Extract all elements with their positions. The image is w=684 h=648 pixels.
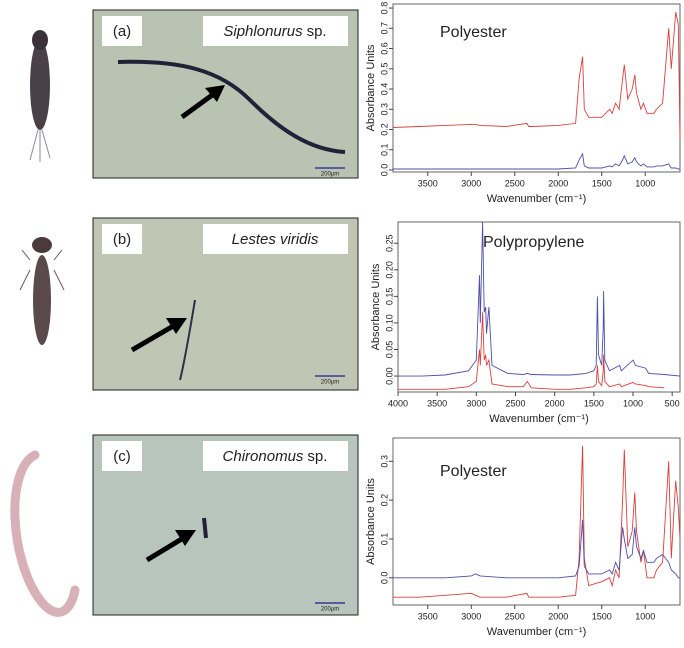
spectrum-line — [398, 312, 665, 390]
y-tick-label: 0.05 — [384, 341, 394, 359]
panel-label: (c) — [113, 448, 131, 465]
y-tick-label: 0.3 — [379, 455, 389, 468]
y-axis-label: Absorbance Units — [365, 44, 377, 131]
spectrum-line — [393, 152, 680, 170]
x-tick-label: 3500 — [418, 178, 438, 188]
scale-label: 200µm — [321, 607, 339, 613]
y-tick-label: 0.10 — [384, 314, 394, 332]
species-box — [203, 441, 348, 471]
species-label: Lestes viridis — [232, 231, 319, 248]
species-suffix: sp. — [307, 448, 327, 465]
x-tick-label: 2500 — [505, 178, 525, 188]
spectrum-line — [398, 221, 681, 377]
y-tick-label: 0.6 — [379, 42, 389, 55]
x-tick-label: 2000 — [548, 611, 568, 621]
plot-frame — [392, 3, 681, 173]
y-tick-label: 0.2 — [379, 494, 389, 507]
chart-title: Polyester — [440, 463, 507, 480]
x-tick-label: 1500 — [592, 178, 612, 188]
x-tick-label: 1500 — [584, 398, 604, 408]
y-tick-label: 0.00 — [384, 367, 394, 385]
x-tick-label: 1000 — [635, 178, 655, 188]
x-tick-label: 4000 — [388, 398, 408, 408]
y-axis-label: Absorbance Units — [365, 478, 377, 565]
y-tick-label: 0.4 — [379, 83, 389, 96]
y-tick-label: 0.7 — [379, 22, 389, 35]
x-axis-label: Wavenumber (cm⁻¹) — [487, 193, 587, 205]
x-tick-label: 2500 — [505, 398, 525, 408]
chart-title: Polyester — [440, 24, 507, 41]
y-tick-label: 0.15 — [384, 288, 394, 306]
species-box — [203, 224, 348, 254]
x-tick-label: 1500 — [592, 611, 612, 621]
species-name: Lestes viridis — [232, 231, 319, 248]
y-tick-label: 0.5 — [379, 63, 389, 76]
species-name: Siphlonurus — [223, 23, 303, 40]
plot-frame — [397, 221, 681, 393]
y-tick-label: 0.0 — [379, 572, 389, 585]
x-tick-label: 2000 — [545, 398, 565, 408]
insect-c — [10, 450, 80, 617]
species-box — [203, 16, 348, 46]
x-tick-label: 2000 — [548, 178, 568, 188]
scale-label: 200µm — [321, 172, 339, 178]
plot-frame — [392, 437, 681, 606]
y-tick-label: 0.1 — [379, 143, 389, 156]
y-tick-label: 0.20 — [384, 261, 394, 279]
species-suffix: sp. — [307, 23, 327, 40]
x-axis-label: Wavenumber (cm⁻¹) — [489, 413, 589, 425]
panel-label: (b) — [113, 231, 131, 248]
x-tick-label: 3000 — [461, 611, 481, 621]
panel-label: (a) — [113, 23, 131, 40]
x-tick-label: 500 — [665, 398, 680, 408]
x-tick-label: 3500 — [427, 398, 447, 408]
x-tick-label: 2500 — [505, 611, 525, 621]
scale-label: 200µm — [321, 380, 339, 386]
x-tick-label: 3500 — [418, 611, 438, 621]
x-tick-label: 1000 — [623, 398, 643, 408]
y-tick-label: 0.0 — [379, 164, 389, 177]
y-tick-label: 0.25 — [384, 234, 394, 252]
y-tick-label: 0.1 — [379, 533, 389, 546]
species-label: Chironomus sp. — [223, 448, 328, 465]
label-box — [102, 441, 142, 471]
x-tick-label: 1000 — [635, 611, 655, 621]
species-label: Siphlonurus sp. — [223, 23, 326, 40]
label-box — [102, 16, 142, 46]
y-tick-label: 0.3 — [379, 103, 389, 116]
spectrum-line — [393, 519, 680, 579]
species-name: Chironomus — [223, 448, 304, 465]
label-box — [102, 224, 142, 254]
insect-a — [29, 30, 51, 162]
y-tick-label: 0.2 — [379, 123, 389, 136]
y-tick-label: 0.8 — [379, 2, 389, 15]
chart-title: Polypropylene — [483, 234, 585, 251]
spectrum-line — [393, 445, 681, 598]
insect-b — [19, 237, 65, 345]
x-tick-label: 3000 — [461, 178, 481, 188]
x-axis-label: Wavenumber (cm⁻¹) — [487, 626, 587, 638]
spectrum-line — [392, 12, 681, 140]
x-tick-label: 3000 — [466, 398, 486, 408]
y-axis-label: Absorbance Units — [370, 263, 382, 350]
